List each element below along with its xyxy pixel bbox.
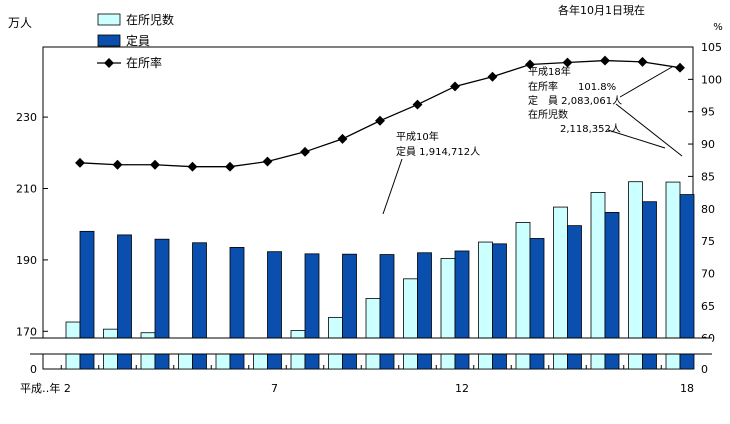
rate-marker — [450, 81, 460, 92]
bar-children-in-care — [365, 298, 381, 370]
annotation-h18-line-1: 平成18年 — [528, 65, 571, 78]
annotation-h10-line-2: 定員 1,914,712人 — [396, 145, 480, 158]
right-tick-label: 80 — [701, 203, 715, 216]
right-tick-label: 90 — [701, 138, 715, 151]
annotation-h10-leader — [382, 158, 403, 215]
bar-capacity — [117, 234, 132, 370]
rate-marker — [150, 159, 160, 170]
right-unit-label: % — [713, 22, 723, 33]
right-tick-label: 85 — [701, 170, 715, 183]
rate-marker — [525, 59, 535, 70]
annotation-h18-line-3: 定 員 2,083,061人 — [528, 94, 622, 107]
rate-marker — [337, 133, 348, 144]
right-tick-label: 70 — [701, 267, 715, 280]
axes: 170190210230060657075808590951001050 — [16, 41, 722, 376]
x-tick-label: 12 — [455, 382, 469, 395]
bar-layer — [65, 181, 695, 370]
left-unit-label: 万人 — [8, 16, 32, 30]
rate-marker — [375, 115, 385, 126]
left-tick-label: 210 — [16, 183, 37, 196]
rate-line-layer — [75, 55, 685, 172]
axis-break-band — [30, 338, 712, 354]
x-tick-labels: 平成‥年 2 7 12 18 — [20, 381, 694, 395]
x-tick-label: 7 — [271, 382, 278, 395]
bar-capacity — [79, 230, 95, 370]
rate-marker — [562, 57, 573, 68]
bar-capacity — [642, 201, 657, 370]
left-tick-label: 190 — [16, 254, 37, 267]
bar-capacity — [567, 225, 582, 370]
right-tick-label: 95 — [701, 106, 715, 119]
legend-label-children: 在所児数 — [126, 12, 174, 27]
rate-line — [79, 59, 681, 168]
rate-marker — [225, 161, 235, 172]
rate-marker — [262, 156, 273, 167]
bar-capacity — [679, 194, 695, 370]
rate-marker — [412, 99, 423, 110]
legend-label-rate: 在所率 — [126, 55, 162, 70]
rate-marker — [187, 161, 198, 172]
annotation-h18: 平成18年 在所率 101.8% 定 員 2,083,061人 在所児数 2,1… — [528, 65, 683, 157]
annotation-h18-leader-capacity — [615, 103, 683, 157]
legend: 在所児数 定員 在所率 — [97, 12, 174, 70]
bar-capacity — [154, 238, 170, 370]
annotation-h18-line-2: 在所率 101.8% — [528, 80, 616, 93]
rate-marker — [675, 62, 685, 73]
right-tick-label: 65 — [701, 300, 715, 313]
x-tick-label: 18 — [680, 382, 694, 395]
rate-marker — [300, 146, 310, 157]
date-note: 各年10月1日現在 — [558, 3, 645, 17]
bar-children-in-care — [403, 278, 418, 370]
bar-capacity — [529, 238, 545, 370]
legend-swatch-children — [97, 13, 121, 26]
annotation-h18-line-5: 2,118,352人 — [560, 123, 621, 135]
bar-capacity — [192, 242, 207, 370]
annotation-h10-line-1: 平成10年 — [396, 130, 439, 143]
rate-marker — [75, 157, 85, 168]
annotation-h10: 平成10年 定員 1,914,712人 — [382, 130, 480, 215]
right-tick-label: 105 — [701, 41, 722, 54]
x-start-label: 平成‥年 2 — [20, 381, 71, 395]
right-tick-label: 100 — [701, 73, 722, 86]
right-tick-label: 75 — [701, 235, 715, 248]
annotation-h18-leader-children — [607, 129, 666, 149]
rate-marker — [112, 159, 123, 170]
left-tick-label: 230 — [16, 111, 37, 124]
annotation-h18-leader-rate — [619, 66, 673, 98]
left-zero-label: 0 — [30, 363, 37, 376]
rate-marker — [487, 71, 498, 82]
right-zero-label: 0 — [701, 363, 708, 376]
rate-marker — [600, 55, 610, 66]
left-tick-label: 170 — [16, 325, 37, 338]
legend-marker-rate — [104, 58, 114, 68]
bar-capacity — [604, 212, 620, 370]
rate-marker — [637, 56, 648, 67]
annotation-h18-line-4: 在所児数 — [528, 108, 568, 121]
legend-swatch-capacity — [97, 34, 121, 47]
legend-label-capacity: 定員 — [126, 33, 150, 48]
